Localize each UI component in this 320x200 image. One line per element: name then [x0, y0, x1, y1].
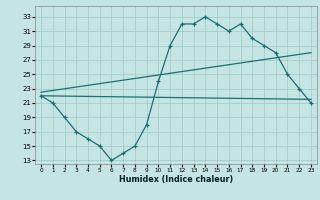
X-axis label: Humidex (Indice chaleur): Humidex (Indice chaleur): [119, 175, 233, 184]
